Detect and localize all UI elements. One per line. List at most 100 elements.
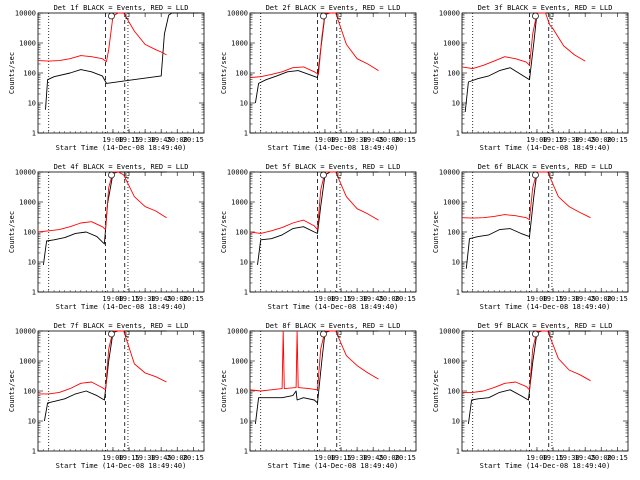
axes-frame: [249, 330, 417, 452]
panel-det-5: Det 5f BLACK = Events, RED = LLD 1 10 100 10…: [220, 163, 417, 311]
x-tick-label: 20:15: [395, 454, 416, 462]
y-tick-label: 10000: [439, 10, 460, 18]
x-tick-label: 19:15: [542, 454, 563, 462]
y-tick-label: 100: [447, 388, 460, 396]
l-marker: L: [337, 13, 341, 21]
panel-title: Det 3f BLACK = Events, RED = LLD: [478, 4, 613, 12]
x-tick-label: 19:30: [135, 295, 156, 303]
panel-title: Det 5f BLACK = Events, RED = LLD: [266, 163, 401, 171]
y-tick-label: 10000: [15, 169, 36, 177]
panel-title: Det 2f BLACK = Events, RED = LLD: [266, 4, 401, 12]
x-tick-label: 19:15: [542, 136, 563, 144]
lld-series-line: [249, 330, 379, 392]
x-tick-label: 19:00: [102, 136, 123, 144]
y-tick-label: 10000: [439, 169, 460, 177]
y-tick-label: 100: [447, 70, 460, 78]
panel-title: Det 8f BLACK = Events, RED = LLD: [266, 322, 401, 330]
x-tick-label: 20:15: [607, 136, 628, 144]
x-tick-label: 19:15: [118, 454, 139, 462]
x-tick-label: 19:45: [151, 454, 172, 462]
y-tick-label: 100: [235, 229, 248, 237]
l-marker: L: [125, 331, 129, 339]
lld-series-line: [461, 12, 586, 70]
axes-frame: [37, 171, 205, 293]
axes-frame: [249, 171, 417, 293]
y-tick-label: 100: [23, 70, 36, 78]
l-marker: L: [337, 172, 341, 180]
x-tick-label: 20:15: [607, 295, 628, 303]
events-series-line: [254, 330, 379, 424]
x-axis-label: Start Time (14-Dec-08 18:49:40): [480, 462, 611, 470]
o-marker: [320, 330, 327, 338]
y-tick-label: 1000: [231, 358, 248, 366]
x-tick-label: 19:15: [330, 454, 351, 462]
events-series-line: [465, 171, 591, 269]
x-tick-label: 20:00: [379, 136, 400, 144]
x-tick-label: 19:00: [102, 454, 123, 462]
y-tick-label: 1000: [443, 40, 460, 48]
axes-frame: [461, 330, 629, 452]
x-tick-label: 20:15: [183, 295, 204, 303]
x-tick-label: 19:00: [526, 454, 547, 462]
x-tick-label: 19:15: [118, 136, 139, 144]
y-tick-label: 100: [23, 388, 36, 396]
lld-series-line: [249, 12, 379, 79]
panel-det-8: Det 8f BLACK = Events, RED = LLD 1 10 100 10…: [220, 322, 417, 470]
events-series-line: [464, 12, 591, 113]
axes-frame: [37, 12, 205, 134]
panel-title: Det 7f BLACK = Events, RED = LLD: [54, 322, 189, 330]
x-tick-label: 20:00: [379, 295, 400, 303]
x-tick-label: 19:00: [314, 454, 335, 462]
x-tick-label: 19:15: [542, 295, 563, 303]
panel-det-4: Det 4f BLACK = Events, RED = LLD 1 10 100 10…: [8, 163, 205, 311]
x-tick-label: 19:30: [559, 136, 580, 144]
x-tick-label: 19:45: [363, 454, 384, 462]
y-tick-label: 100: [235, 70, 248, 78]
x-axis-label: Start Time (14-Dec-08 18:49:40): [268, 144, 399, 152]
o-marker: [108, 171, 115, 179]
x-tick-label: 19:15: [330, 136, 351, 144]
x-tick-label: 19:15: [118, 295, 139, 303]
x-tick-label: 19:15: [330, 295, 351, 303]
y-tick-label: 1: [244, 448, 248, 456]
x-tick-label: 20:00: [167, 295, 188, 303]
lld-series-line: [462, 330, 591, 393]
y-tick-label: 1: [32, 130, 36, 138]
panel-title: Det 9f BLACK = Events, RED = LLD: [478, 322, 613, 330]
y-tick-label: 1: [456, 448, 460, 456]
x-tick-label: 19:45: [575, 136, 596, 144]
o-marker: [108, 330, 115, 338]
x-tick-label: 20:15: [183, 136, 204, 144]
x-tick-label: 19:00: [526, 136, 547, 144]
x-tick-label: 19:00: [314, 295, 335, 303]
y-tick-label: 10000: [15, 328, 36, 336]
x-tick-label: 20:00: [379, 454, 400, 462]
x-tick-label: 19:45: [363, 136, 384, 144]
y-tick-label: 10000: [227, 10, 248, 18]
l-marker: L: [549, 331, 553, 339]
y-tick-label: 100: [23, 229, 36, 237]
x-axis-label: Start Time (14-Dec-08 18:49:40): [480, 144, 611, 152]
axes-frame: [461, 171, 629, 293]
x-tick-label: 19:45: [575, 295, 596, 303]
x-tick-label: 19:30: [135, 136, 156, 144]
x-axis-label: Start Time (14-Dec-08 18:49:40): [268, 462, 399, 470]
panel-title: Det 6f BLACK = Events, RED = LLD: [478, 163, 613, 171]
events-series-line: [45, 12, 199, 110]
y-tick-label: 10: [452, 418, 460, 426]
x-tick-label: 20:15: [395, 136, 416, 144]
y-tick-label: 100: [235, 388, 248, 396]
panel-det-9: Det 9f BLACK = Events, RED = LLD 1 10 100 10…: [432, 322, 629, 470]
panel-title: Det 4f BLACK = Events, RED = LLD: [54, 163, 189, 171]
x-axis-label: Start Time (14-Dec-08 18:49:40): [56, 144, 187, 152]
y-axis-label: Counts/sec: [432, 211, 440, 253]
lld-series-line: [38, 330, 167, 395]
lld-series-line: [37, 171, 167, 233]
o-marker: [108, 12, 115, 20]
y-tick-label: 100: [447, 229, 460, 237]
o-marker: [532, 171, 539, 179]
y-tick-label: 1000: [443, 199, 460, 207]
panel-det-1: Det 1f BLACK = Events, RED = LLD 1 10 100 10…: [8, 4, 205, 152]
x-tick-label: 19:45: [575, 454, 596, 462]
y-axis-label: Counts/sec: [8, 52, 16, 94]
